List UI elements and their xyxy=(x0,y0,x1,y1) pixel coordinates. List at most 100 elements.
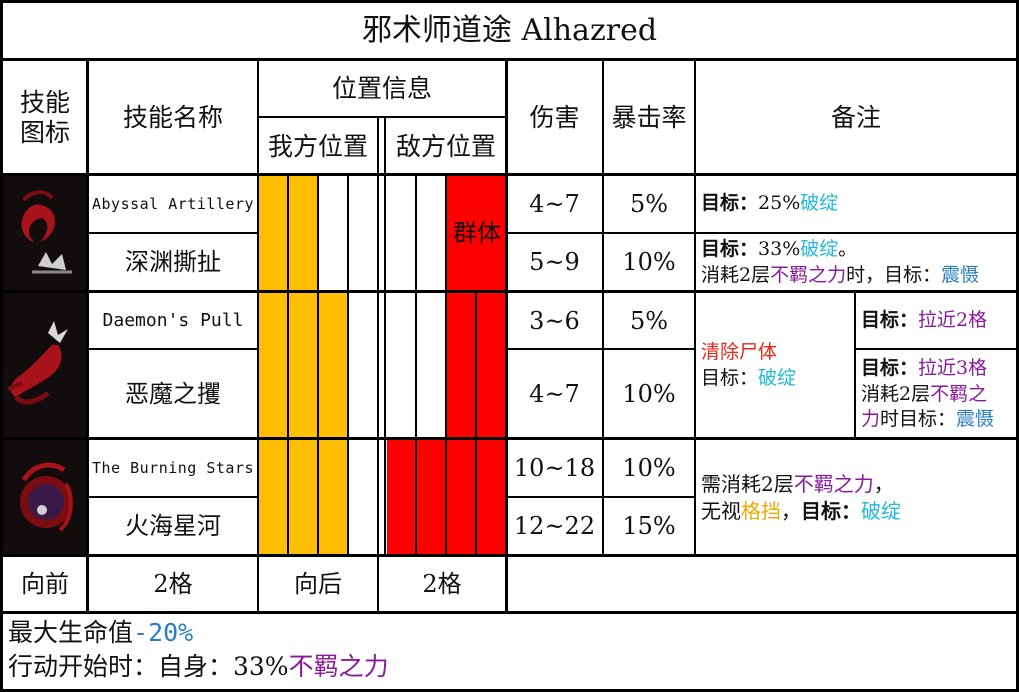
grid-line xyxy=(377,116,379,614)
grid-line xyxy=(287,173,289,556)
skill-name-en: The Burning Stars xyxy=(91,459,255,477)
note-status: 不羁之力 xyxy=(793,471,874,496)
note-status: 力 xyxy=(861,408,881,431)
grid-line xyxy=(694,58,696,556)
footer-note: 最大生命值-20% 行动开始时：自身：33%不羁之力 xyxy=(2,616,1017,690)
skill-name-en: Abyssal Artillery xyxy=(91,195,255,213)
grid-line xyxy=(0,689,1019,692)
note-effect: 破绽 xyxy=(800,192,839,215)
grid-line xyxy=(506,496,695,498)
note-pct: 33% xyxy=(758,237,801,260)
note-text-c: 时，目标： xyxy=(846,263,942,286)
header-ally-position: 我方位置 xyxy=(267,131,368,161)
grid-line xyxy=(317,173,319,556)
damage-value: 3~6 xyxy=(529,306,580,335)
grid-line xyxy=(258,116,506,118)
note-status: 不羁之力 xyxy=(770,263,847,286)
grid-line xyxy=(0,0,1019,3)
note-punct: ， xyxy=(873,471,894,496)
grid-line xyxy=(86,232,258,234)
header-icon-line1: 技能 xyxy=(19,87,70,117)
grid-line xyxy=(0,58,1019,61)
grid-line xyxy=(475,292,477,556)
note-corpse: 清除尸体 xyxy=(701,340,778,363)
note-text-a: 需消耗2层 xyxy=(701,471,794,496)
crit-value: 10% xyxy=(622,380,676,409)
crit-value: 5% xyxy=(629,189,669,218)
note-text-b: 时目标： xyxy=(880,408,957,431)
skill-name-zh: 火海星河 xyxy=(125,512,221,541)
note-text-a: 消耗2层 xyxy=(861,382,931,405)
footer-stat-label: 最大生命值 xyxy=(8,618,134,647)
grid-line xyxy=(0,290,1019,293)
damage-value: 5~9 xyxy=(529,248,580,277)
note-label: 目标： xyxy=(701,237,759,260)
crit-value: 10% xyxy=(622,453,676,482)
note-status: 不羁之 xyxy=(930,382,988,405)
grid-line xyxy=(0,173,1019,176)
header-enemy-position: 敌方位置 xyxy=(395,131,496,161)
move-back-label: 向后 xyxy=(294,570,342,599)
header-position: 位置信息 xyxy=(331,74,432,103)
header-notes: 备注 xyxy=(830,102,881,132)
footer-status: 不羁之力 xyxy=(288,651,389,681)
daemons-pull-icon xyxy=(2,293,86,437)
grid-line xyxy=(384,116,386,556)
crit-value: 10% xyxy=(622,248,676,277)
note-effect: 拉近2格 xyxy=(918,309,988,332)
grid-line xyxy=(445,173,447,556)
grid-line xyxy=(0,0,3,692)
note-text: 需消耗2层不羁之力， 无视格挡，目标：破绽 xyxy=(695,439,1017,556)
crit-value: 5% xyxy=(629,306,669,335)
grid-line xyxy=(86,348,258,350)
grid-line xyxy=(0,554,1019,557)
note-label: 目标： xyxy=(861,309,919,332)
grid-line xyxy=(347,173,349,556)
note-text: 目标：拉近3格 消耗2层不羁之 力时目标：震慑 xyxy=(855,350,1017,439)
note-punct: ， xyxy=(781,498,801,523)
grid-line xyxy=(1016,0,1019,692)
grid-line xyxy=(0,611,1019,614)
header-damage: 伤害 xyxy=(529,102,580,132)
skill-name-zh: 恶魔之攫 xyxy=(125,380,221,409)
damage-value: 4~7 xyxy=(529,380,580,409)
grid-line xyxy=(506,232,1019,234)
note-effect: 破绽 xyxy=(800,237,839,260)
skill-name-en: Daemon's Pull xyxy=(102,310,244,332)
grid-line xyxy=(415,439,417,556)
grid-line xyxy=(86,496,258,498)
note-effect: 破绽 xyxy=(758,366,797,389)
note-label: 目标： xyxy=(801,498,861,523)
group-target-label: 群体 xyxy=(453,219,501,248)
page-title: 邪术师道途 Alhazred xyxy=(361,13,658,48)
grid-line xyxy=(257,58,259,614)
footer-line-1: 最大生命值-20% xyxy=(8,616,1017,650)
grid-line xyxy=(854,290,856,439)
grid-line xyxy=(0,437,1019,440)
ally-slot-fill xyxy=(259,175,287,292)
damage-value: 4~7 xyxy=(529,189,580,218)
note-text: 目标：拉近2格 xyxy=(855,292,1017,350)
move-back-value: 2格 xyxy=(422,570,462,599)
header-crit: 暴击率 xyxy=(611,102,687,132)
note-text: 目标：25%破绽 xyxy=(695,175,1017,233)
move-forward-value: 2格 xyxy=(153,570,193,599)
note-label: 目标： xyxy=(701,192,759,215)
move-forward-label: 向前 xyxy=(21,570,69,599)
damage-value: 10~18 xyxy=(513,453,596,482)
header-skill-name: 技能名称 xyxy=(122,102,223,132)
ally-slot-fill xyxy=(259,439,347,556)
footer-stat-value: -20% xyxy=(133,618,194,647)
note-label: 目标： xyxy=(861,357,919,380)
header-icon-line2: 图标 xyxy=(19,117,70,147)
footer-turn-text: 行动开始时：自身：33% xyxy=(8,651,289,681)
grid-line xyxy=(855,348,1019,350)
note-text-b: 无视 xyxy=(701,498,741,523)
note-text: 清除尸体 目标：破绽 xyxy=(695,292,855,439)
grid-line xyxy=(415,173,417,437)
note-pct: 25% xyxy=(758,192,801,215)
note-effect: 破绽 xyxy=(861,498,901,523)
note-punct: 。 xyxy=(838,237,858,260)
header-icon: 技能 图标 xyxy=(2,60,88,175)
note-effect: 震慑 xyxy=(956,408,995,431)
